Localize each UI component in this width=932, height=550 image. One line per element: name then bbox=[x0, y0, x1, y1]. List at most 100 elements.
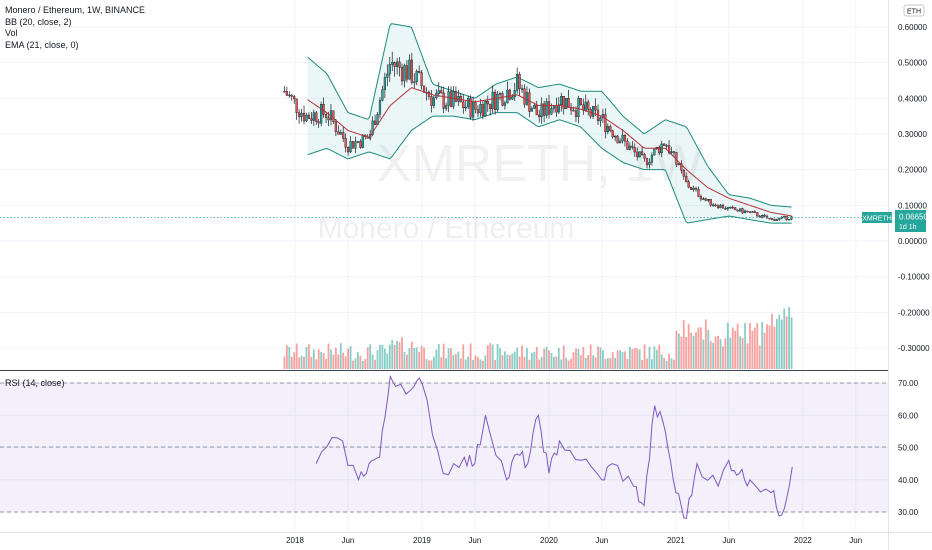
symbol-tag bbox=[862, 212, 892, 223]
candle-body bbox=[716, 205, 720, 209]
volume-bar bbox=[523, 356, 526, 369]
candle-body bbox=[437, 90, 440, 94]
candle-body bbox=[572, 109, 575, 112]
volume-bar bbox=[300, 355, 303, 369]
candle-body bbox=[743, 210, 747, 214]
candle-body bbox=[415, 70, 418, 83]
volume-bar bbox=[763, 332, 766, 369]
volume-bar bbox=[371, 354, 374, 369]
volume-bar bbox=[614, 357, 617, 369]
candle-body bbox=[729, 206, 732, 209]
indicator-ema[interactable]: EMA (21, close, 0) bbox=[5, 39, 79, 50]
candle-body bbox=[550, 108, 553, 115]
volume-bar bbox=[655, 349, 658, 369]
price-tag-countdown: 1d 1h bbox=[899, 224, 917, 231]
candle-body bbox=[312, 112, 315, 121]
volume-bar bbox=[290, 356, 293, 369]
candle-body bbox=[454, 91, 458, 102]
volume-bar bbox=[481, 360, 484, 369]
symbol-title[interactable]: Monero / Ethereum, 1W, BINANCE bbox=[5, 5, 146, 15]
candle-body bbox=[557, 104, 560, 113]
candle-body bbox=[763, 214, 766, 217]
candle-body bbox=[788, 218, 791, 221]
candle-body bbox=[344, 138, 347, 148]
volume-bar bbox=[381, 344, 384, 369]
candle-body bbox=[560, 95, 563, 106]
candle-body bbox=[391, 62, 394, 65]
volume-bar bbox=[499, 348, 501, 369]
price-tick-label: 0.20000 bbox=[898, 166, 927, 175]
indicator-rsi[interactable]: RSI (14, close) bbox=[5, 378, 65, 388]
candle-body bbox=[611, 130, 614, 138]
volume-bar bbox=[643, 344, 646, 369]
volume-bar bbox=[665, 360, 668, 369]
currency-badge[interactable] bbox=[903, 4, 925, 17]
candle-body bbox=[677, 163, 680, 165]
indicator-bb[interactable]: BB (20, close, 2) bbox=[5, 16, 72, 27]
candle-body bbox=[520, 88, 524, 90]
volume-bar bbox=[790, 317, 793, 369]
candle-body bbox=[562, 95, 565, 109]
candle-body bbox=[398, 61, 401, 68]
indicator-vol[interactable]: Vol bbox=[5, 28, 18, 38]
candle-body bbox=[288, 94, 291, 97]
candle-body bbox=[687, 181, 690, 188]
volume-bar bbox=[638, 349, 641, 369]
candle-body bbox=[594, 106, 597, 111]
volume-bar bbox=[477, 357, 479, 369]
volume-bar bbox=[636, 348, 639, 369]
candle-body bbox=[503, 102, 507, 106]
candle-body bbox=[322, 104, 325, 115]
volume-bar bbox=[739, 336, 742, 369]
candle-body bbox=[726, 207, 729, 210]
candle-body bbox=[643, 154, 646, 159]
volume-bar bbox=[670, 358, 673, 369]
price-tick-label: 0.30000 bbox=[898, 130, 927, 139]
price-tick-label: -0.30000 bbox=[898, 344, 930, 353]
symbol-tag-label: XMRETH bbox=[862, 215, 892, 222]
volume-bar bbox=[626, 358, 629, 369]
volume-bar bbox=[565, 357, 568, 369]
rsi-axis-ticks[interactable]: 70.00 60.00 50.00 40.00 30.00 bbox=[898, 379, 919, 517]
candle-body bbox=[351, 141, 355, 149]
time-axis-ticks[interactable]: 2018 Jun 2019 Jun 2020 Jun 2021 Jun 2022 Jun bbox=[286, 536, 862, 545]
candle-body bbox=[712, 204, 715, 207]
volume-bar bbox=[602, 350, 604, 369]
candle-body bbox=[418, 70, 421, 73]
volume-bar bbox=[442, 343, 445, 369]
volume-bar bbox=[673, 359, 675, 369]
candle-body bbox=[748, 211, 752, 213]
candle-body bbox=[538, 114, 541, 118]
candle-body bbox=[386, 73, 389, 78]
volume-bar bbox=[648, 346, 651, 369]
candle-body bbox=[758, 215, 761, 218]
volume-bar bbox=[741, 337, 744, 369]
candle-body bbox=[511, 96, 514, 100]
candle-body bbox=[545, 101, 548, 116]
candle-body bbox=[645, 158, 649, 166]
candle-body bbox=[410, 59, 413, 83]
rsi-tick-label: 50.00 bbox=[898, 444, 919, 453]
candle-body bbox=[626, 140, 629, 150]
volume-bar bbox=[457, 351, 460, 369]
candle-body bbox=[658, 147, 661, 154]
price-axis-ticks[interactable]: 0.60000 0.50000 0.40000 0.30000 0.20000 0.100… bbox=[898, 23, 930, 353]
candle-body bbox=[324, 114, 328, 118]
volume-bar bbox=[692, 335, 695, 369]
currency-badge-label: ETH bbox=[907, 8, 921, 15]
volume-bar bbox=[315, 359, 318, 369]
candle-body bbox=[481, 104, 484, 117]
candle-body bbox=[584, 101, 587, 111]
candle-body bbox=[310, 118, 313, 121]
time-tick-label: 2018 bbox=[286, 536, 304, 545]
candle-body bbox=[592, 106, 595, 117]
volume-bar bbox=[758, 345, 761, 369]
candle-body bbox=[403, 65, 406, 82]
volume-bar bbox=[303, 356, 305, 369]
volume-bar bbox=[550, 352, 553, 369]
candle-body bbox=[709, 199, 712, 206]
volume-bar bbox=[651, 359, 653, 369]
volume-bar bbox=[430, 360, 433, 369]
volume-bar bbox=[530, 352, 533, 369]
